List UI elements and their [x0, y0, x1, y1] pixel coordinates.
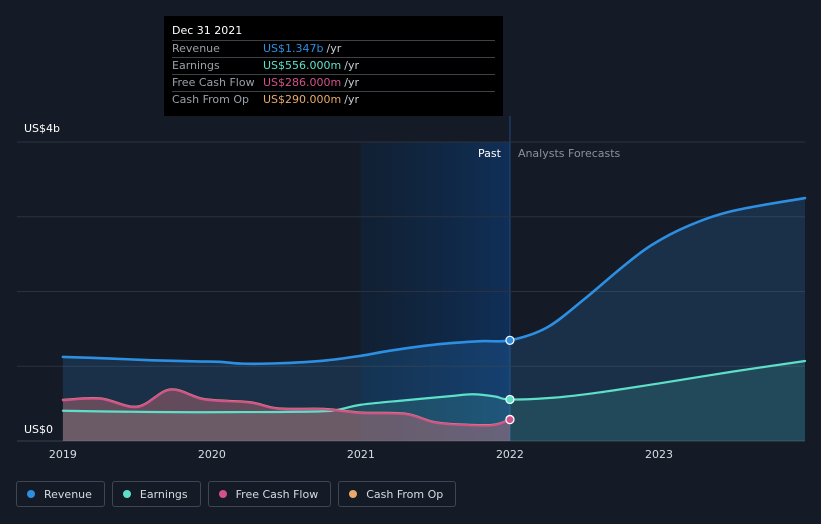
legend: Revenue Earnings Free Cash Flow Cash Fro…	[16, 481, 457, 509]
tooltip-label: Revenue	[172, 42, 220, 55]
legend-item-free-cash-flow[interactable]: Free Cash Flow	[207, 481, 332, 507]
tooltip-row-revenue: Revenue US$1.347b /yr	[172, 40, 495, 57]
x-tick-label: 2021	[347, 448, 375, 461]
legend-label: Free Cash Flow	[235, 487, 319, 501]
tooltip-unit: /yr	[344, 59, 359, 72]
tooltip: Dec 31 2021 Revenue US$1.347b /yr Earnin…	[164, 16, 503, 116]
tooltip-unit: /yr	[344, 76, 359, 89]
earnings-area	[62, 361, 806, 441]
tooltip-unit: /yr	[326, 42, 342, 55]
free-cash-flow-line	[61, 388, 512, 427]
free-cash-flow-area	[62, 389, 510, 441]
revenue-marker	[505, 335, 515, 345]
tooltip-value: US$1.347b	[263, 42, 324, 55]
revenue-area	[62, 198, 806, 441]
tooltip-unit: /yr	[344, 93, 359, 106]
x-tick-label: 2023	[645, 448, 673, 461]
tooltip-row-free-cash-flow: Free Cash Flow US$286.000m /yr	[172, 74, 495, 91]
x-tick-label: 2020	[198, 448, 226, 461]
legend-label: Earnings	[139, 487, 188, 501]
tooltip-row-earnings: Earnings US$556.000m /yr	[172, 57, 495, 74]
cash-from-op-area	[62, 389, 510, 441]
tooltip-value: US$286.000m	[263, 76, 342, 89]
legend-dot-icon	[122, 490, 131, 498]
tooltip-label: Earnings	[172, 59, 220, 72]
tooltip-date: Dec 31 2021	[172, 24, 243, 37]
tooltip-label: Cash From Op	[172, 93, 250, 106]
earnings-line	[61, 359, 807, 414]
legend-item-earnings[interactable]: Earnings	[111, 481, 201, 507]
past-label: Past	[478, 147, 502, 160]
tooltip-label: Free Cash Flow	[172, 76, 255, 89]
tooltip-value: US$290.000m	[263, 93, 342, 106]
legend-dot-icon	[218, 490, 227, 498]
tooltip-value: US$556.000m	[263, 59, 342, 72]
legend-item-cash-from-op[interactable]: Cash From Op	[338, 481, 457, 507]
legend-label: Revenue	[44, 487, 92, 501]
free-cash-flow-marker	[505, 415, 515, 425]
revenue-line	[61, 196, 807, 366]
y-axis-max-label: US$4b	[24, 122, 60, 135]
legend-dot-icon	[27, 490, 35, 498]
x-tick-label: 2022	[496, 448, 524, 461]
y-axis-zero-label: US$0	[24, 423, 53, 436]
x-tick-label: 2019	[49, 448, 77, 461]
legend-dot-icon	[349, 490, 358, 498]
forecast-label: Analysts Forecasts	[518, 147, 621, 160]
legend-item-revenue[interactable]: Revenue	[16, 481, 105, 507]
tooltip-row-cash-from-op: Cash From Op US$290.000m /yr	[172, 91, 495, 108]
legend-label: Cash From Op	[366, 487, 444, 501]
earnings-marker	[505, 394, 515, 405]
